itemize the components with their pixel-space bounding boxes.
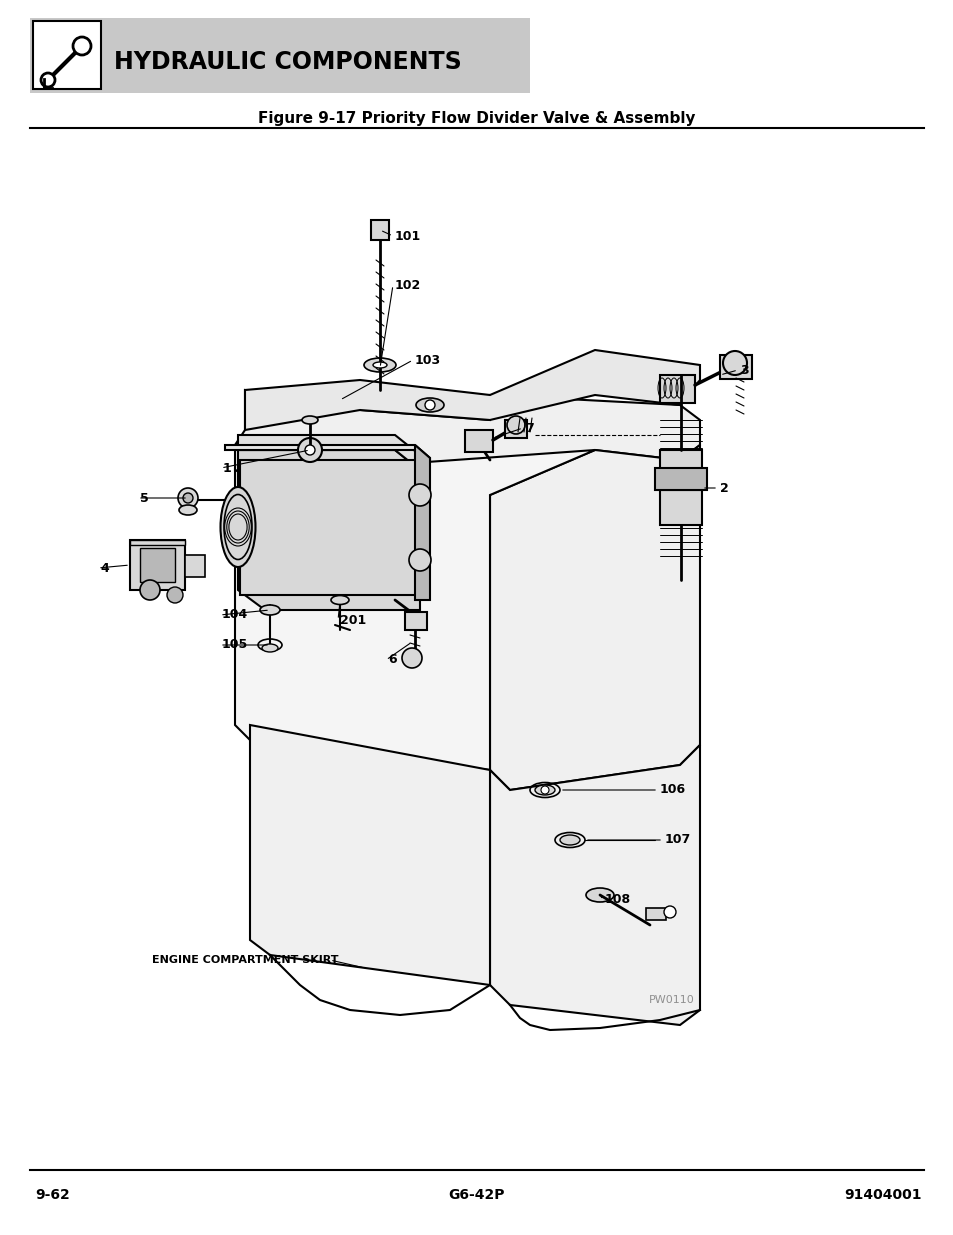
Text: 105: 105 <box>222 638 248 652</box>
Bar <box>371 220 389 240</box>
Ellipse shape <box>535 785 555 795</box>
Circle shape <box>540 785 548 794</box>
Polygon shape <box>490 445 700 790</box>
Ellipse shape <box>416 398 443 412</box>
Circle shape <box>297 438 322 462</box>
Bar <box>130 540 185 590</box>
Ellipse shape <box>179 505 196 515</box>
Circle shape <box>663 906 676 918</box>
Polygon shape <box>240 459 419 595</box>
Bar <box>405 613 427 630</box>
Polygon shape <box>245 350 700 430</box>
Ellipse shape <box>585 888 614 902</box>
Circle shape <box>424 400 435 410</box>
Bar <box>659 450 701 488</box>
Text: ENGINE COMPARTMENT SKIRT: ENGINE COMPARTMENT SKIRT <box>152 955 338 965</box>
Text: Figure 9-17 Priority Flow Divider Valve & Assembly: Figure 9-17 Priority Flow Divider Valve … <box>258 110 695 126</box>
Ellipse shape <box>409 484 431 506</box>
Circle shape <box>722 351 746 375</box>
Ellipse shape <box>364 358 395 372</box>
Ellipse shape <box>559 835 579 845</box>
Polygon shape <box>490 745 700 1025</box>
Text: 6: 6 <box>388 653 396 667</box>
Circle shape <box>183 493 193 503</box>
Polygon shape <box>130 540 185 545</box>
Ellipse shape <box>260 605 280 615</box>
Circle shape <box>178 488 198 508</box>
Text: 3: 3 <box>740 363 748 377</box>
Text: 104: 104 <box>222 609 248 621</box>
Bar <box>659 490 701 525</box>
Text: G6-42P: G6-42P <box>448 1188 505 1202</box>
Text: 107: 107 <box>664 834 691 846</box>
Polygon shape <box>250 725 490 986</box>
Polygon shape <box>234 390 700 495</box>
Text: 2: 2 <box>720 482 728 494</box>
Text: 106: 106 <box>659 783 685 797</box>
Text: 91404001: 91404001 <box>843 1188 921 1202</box>
Bar <box>645 908 665 920</box>
Bar <box>504 420 526 438</box>
Circle shape <box>140 580 160 600</box>
Circle shape <box>506 416 524 433</box>
Circle shape <box>41 73 55 86</box>
Bar <box>30 19 530 93</box>
Ellipse shape <box>302 416 317 424</box>
Circle shape <box>73 37 91 56</box>
Text: 5: 5 <box>140 492 149 505</box>
Bar <box>655 468 706 490</box>
Ellipse shape <box>331 595 349 604</box>
Circle shape <box>401 648 421 668</box>
Text: 7: 7 <box>524 421 533 435</box>
Text: 108: 108 <box>604 893 631 906</box>
Text: 103: 103 <box>415 353 440 367</box>
Text: 102: 102 <box>395 279 421 291</box>
Ellipse shape <box>373 362 387 368</box>
Bar <box>659 375 695 403</box>
Text: HYDRAULIC COMPONENTS: HYDRAULIC COMPONENTS <box>113 49 461 74</box>
Ellipse shape <box>409 550 431 571</box>
Bar <box>720 354 751 379</box>
Bar <box>33 21 101 89</box>
Bar <box>140 548 174 582</box>
Bar <box>464 430 493 452</box>
Text: 4: 4 <box>100 562 109 574</box>
Polygon shape <box>234 450 595 769</box>
Polygon shape <box>225 445 430 462</box>
Text: 9-62: 9-62 <box>35 1188 70 1202</box>
Text: 1: 1 <box>223 462 232 474</box>
Text: 201: 201 <box>339 614 366 626</box>
Polygon shape <box>237 435 419 471</box>
Circle shape <box>305 445 314 454</box>
Bar <box>185 555 205 577</box>
Text: 101: 101 <box>395 230 421 242</box>
Polygon shape <box>237 450 419 610</box>
Ellipse shape <box>220 487 255 567</box>
Ellipse shape <box>224 494 252 559</box>
Text: PW0110: PW0110 <box>648 995 694 1005</box>
Circle shape <box>167 587 183 603</box>
Ellipse shape <box>262 643 277 652</box>
Polygon shape <box>415 445 430 600</box>
